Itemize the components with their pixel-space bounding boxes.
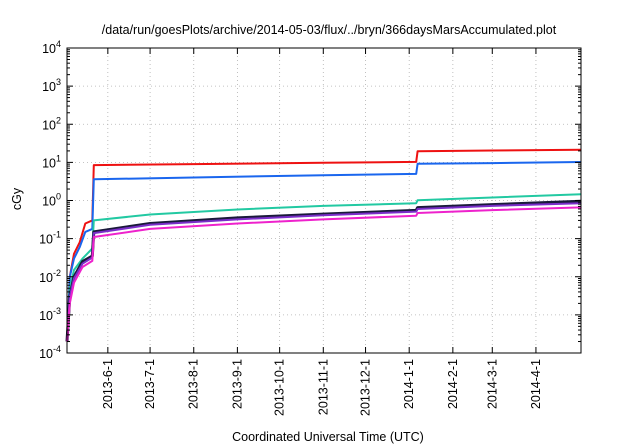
y-tick-label: 102 (42, 115, 61, 132)
x-tick-label: 2013-12-1 (359, 359, 373, 416)
y-tick-label: 10-3 (39, 306, 61, 323)
series-line-6 (66, 206, 582, 342)
y-tick-label: 10-4 (39, 344, 61, 361)
y-tick-label: 104 (42, 39, 61, 56)
y-tick-label: 10-1 (39, 230, 61, 247)
x-tick-label: 2013-10-1 (273, 359, 287, 416)
axes: 10-4 10-3 10-2 10-1 100 101 102 103 104 2013-6-1 2… (39, 39, 581, 416)
x-tick-label: 2013-11-1 (316, 359, 330, 415)
y-tick-label: 100 (42, 192, 61, 209)
chart-title: /data/run/goesPlots/archive/2014-05-03/f… (102, 23, 557, 37)
y-tick-label: 103 (42, 77, 61, 94)
series-group (65, 148, 582, 342)
y-tick-label: 10-2 (39, 268, 61, 285)
x-tick-label: 2014-1-1 (402, 359, 416, 409)
x-tick-label: 2013-8-1 (187, 359, 201, 409)
y-axis-label: cGy (10, 187, 24, 210)
series-line-5 (66, 202, 582, 342)
grid-lines (67, 48, 581, 353)
y-tick-label: 101 (42, 153, 61, 170)
x-tick-label: 2014-3-1 (485, 359, 499, 409)
plot-frame (66, 47, 582, 354)
series-line-3 (66, 193, 582, 342)
x-tick-label: 2014-4-1 (529, 359, 543, 409)
series-line-1 (66, 148, 582, 342)
x-tick-label: 2013-9-1 (230, 359, 244, 409)
x-tick-label: 2014-2-1 (446, 359, 460, 409)
series-line-4 (65, 199, 582, 342)
x-tick-label: 2013-7-1 (143, 359, 157, 409)
x-tick-label: 2013-6-1 (101, 359, 115, 409)
x-axis-label: Coordinated Universal Time (UTC) (232, 430, 424, 444)
series-line-2 (66, 161, 582, 342)
